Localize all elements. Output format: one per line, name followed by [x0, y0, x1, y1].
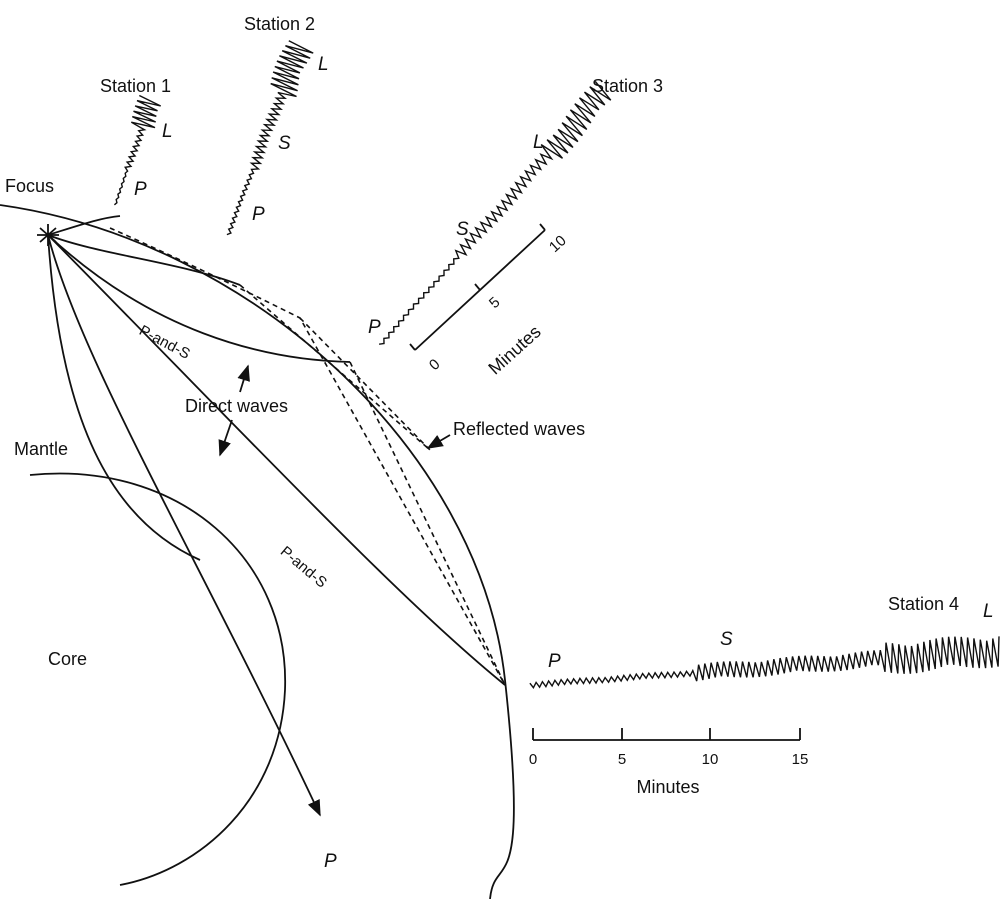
- focus-label: Focus: [5, 176, 54, 196]
- scale-tick: 10: [702, 751, 719, 768]
- scale-unit: Minutes: [636, 777, 699, 797]
- phase-label: P: [368, 317, 381, 338]
- scale-tick: 15: [792, 751, 809, 768]
- arrow: [428, 435, 450, 448]
- core-label: Core: [48, 649, 87, 669]
- reflected-waves-label: Reflected waves: [453, 419, 585, 439]
- station-name: Station 3: [592, 76, 663, 96]
- phase-label: L: [318, 54, 329, 75]
- phase-label: S: [278, 133, 291, 154]
- time-scale: [533, 728, 800, 740]
- reflected-ray: [110, 228, 505, 685]
- scale-tick: 5: [486, 294, 504, 312]
- station-name: Station 2: [244, 14, 315, 34]
- wave-label: P-and-S: [136, 322, 193, 363]
- scale-tick: 0: [426, 356, 444, 374]
- reflected-ray: [350, 362, 505, 685]
- station-name: Station 4: [888, 594, 959, 614]
- seismogram: [530, 636, 999, 687]
- diagram: Focus Mantle Core Direct waves Reflected…: [0, 0, 1005, 899]
- seismogram: [227, 41, 313, 235]
- reflected-ray: [300, 318, 430, 450]
- scale-tick: 5: [618, 751, 626, 768]
- phase-label: S: [456, 219, 469, 240]
- phase-label: L: [983, 601, 994, 622]
- scale-unit: Minutes: [484, 321, 544, 378]
- mantle-label: Mantle: [14, 439, 68, 459]
- earth: [0, 205, 514, 899]
- phase-label: L: [533, 132, 544, 153]
- phase-label: P: [548, 651, 561, 672]
- station-name: Station 1: [100, 76, 171, 96]
- arrow: [220, 420, 232, 455]
- arrow: [240, 366, 248, 392]
- phase-label: P: [134, 179, 147, 200]
- earth-surface: [0, 205, 514, 899]
- ray: [48, 235, 505, 685]
- scale-tick: 10: [546, 232, 570, 256]
- phase-label: L: [162, 121, 173, 142]
- ray: [48, 235, 200, 560]
- phase-label: P: [324, 851, 337, 872]
- phase-label: S: [720, 629, 733, 650]
- wave-label: P-and-S: [277, 543, 330, 591]
- direct-waves-label: Direct waves: [185, 396, 288, 416]
- ray: [48, 235, 350, 362]
- phase-label: P: [252, 204, 265, 225]
- scale-tick: 0: [529, 751, 537, 768]
